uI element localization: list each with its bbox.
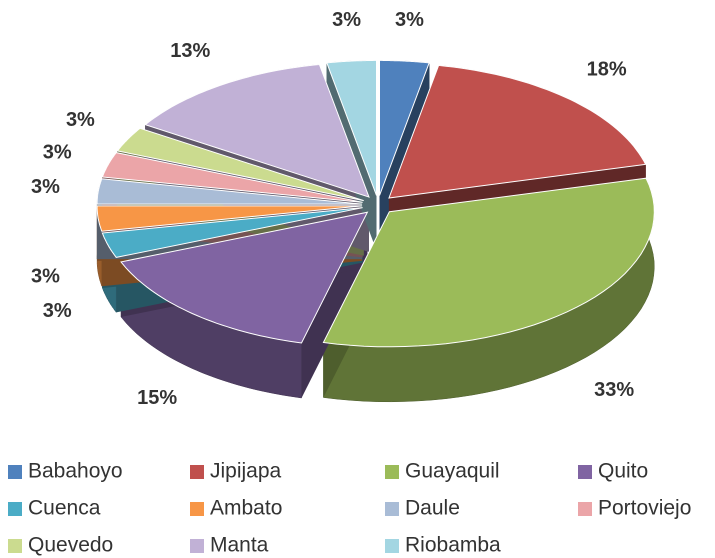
slice — [96, 178, 363, 205]
slice — [326, 59, 378, 196]
data-label: 33% — [594, 379, 634, 401]
slice — [388, 64, 647, 199]
legend-swatch — [190, 465, 204, 479]
slice — [101, 207, 363, 258]
slice — [101, 152, 363, 203]
slice — [96, 205, 363, 232]
legend-swatch — [8, 539, 22, 553]
legend-label: Quito — [598, 460, 648, 483]
slice — [378, 59, 430, 196]
legend-swatch — [190, 539, 204, 553]
data-label: 15% — [137, 387, 177, 409]
data-label: 3% — [43, 300, 72, 322]
legend-label: Jipijapa — [210, 460, 282, 483]
legend-swatch — [385, 539, 399, 553]
legend-swatch — [190, 502, 204, 516]
legend-label: Guayaquil — [405, 460, 500, 483]
slice-tops — [96, 59, 655, 348]
legend-swatch — [385, 502, 399, 516]
data-label: 13% — [170, 40, 210, 62]
data-label: 18% — [587, 58, 627, 80]
legend-swatch — [578, 465, 592, 479]
data-label: 3% — [31, 176, 60, 198]
legend-label: Daule — [405, 497, 460, 520]
legend-swatch — [8, 465, 22, 479]
data-label: 3% — [332, 9, 361, 31]
data-label: 3% — [395, 9, 424, 31]
slice — [116, 127, 364, 202]
data-label: 3% — [31, 266, 60, 288]
legend-label: Ambato — [210, 497, 282, 520]
slice — [120, 211, 369, 344]
legend-swatch — [578, 502, 592, 516]
legend-label: Manta — [210, 534, 269, 557]
data-label: 3% — [66, 109, 95, 131]
slice — [144, 63, 370, 198]
legend-label: Portoviejo — [598, 497, 691, 520]
data-label: 3% — [43, 142, 72, 164]
legend-label: Quevedo — [28, 534, 113, 557]
legend-label: Riobamba — [405, 534, 501, 557]
legend-swatch — [385, 465, 399, 479]
slice — [322, 177, 655, 348]
legend-swatch — [8, 502, 22, 516]
legend-label: Cuenca — [28, 497, 101, 520]
legend-label: Babahoyo — [28, 460, 123, 483]
